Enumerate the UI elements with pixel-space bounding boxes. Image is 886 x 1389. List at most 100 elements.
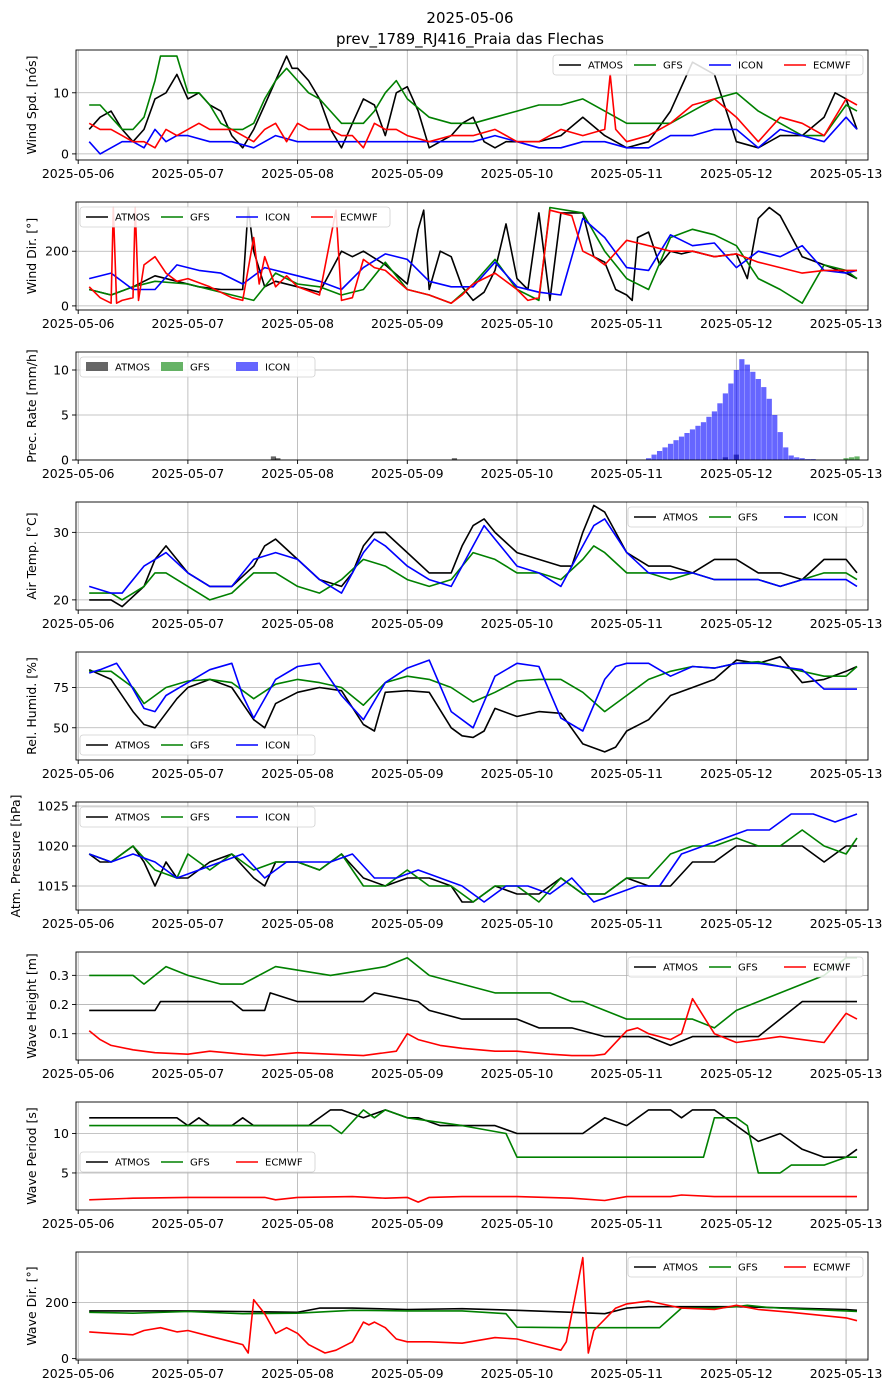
plot-area (88, 504, 858, 608)
legend: ATMOS GFS ICON ECMWF (79, 206, 391, 228)
bar-icon (750, 371, 756, 460)
bar-atmos (275, 458, 281, 460)
bar-gfs (854, 456, 860, 460)
y-axis-label: Rel. Humid. [%] (24, 657, 39, 755)
series-line-ecmwf (88, 206, 857, 305)
y-tick-label: 0 (61, 453, 69, 468)
legend-label-gfs: GFS (738, 1263, 758, 1274)
y-tick-label: 0 (61, 1351, 69, 1366)
bar-icon (733, 370, 739, 460)
legend-label-atmos: ATMOS (115, 741, 150, 752)
series-line-ecmwf (88, 997, 858, 1057)
x-tick-label: 2025-05-11 (590, 316, 663, 331)
x-tick-label: 2025-05-06 (42, 916, 115, 931)
series-line-atmos (88, 55, 858, 149)
x-tick-label: 2025-05-13 (810, 616, 883, 631)
x-tick-label: 2025-05-08 (261, 466, 334, 481)
legend-label-ecmwf: ECMWF (265, 1158, 303, 1169)
y-tick-label: 5 (61, 1165, 69, 1180)
x-tick-label: 2025-05-13 (810, 1366, 883, 1381)
y-tick-label: 0.3 (49, 968, 69, 983)
chart-panel-3: 2025-05-06 2025-05-07 2025-05-08 2025-05-09… (24, 349, 882, 481)
legend-box (79, 206, 391, 228)
x-tick-label: 2025-05-11 (590, 466, 663, 481)
bar-icon (783, 447, 789, 460)
chart-panel-9: 2025-05-06 2025-05-07 2025-05-08 2025-05-09… (24, 1251, 883, 1381)
plot-area (88, 813, 858, 903)
bar-atmos (270, 456, 277, 460)
bar-icon (711, 411, 718, 460)
bar-icon (766, 398, 772, 460)
x-tick-label: 2025-05-07 (152, 1366, 225, 1381)
bar-icon (794, 457, 800, 460)
axes-frame (75, 951, 869, 1061)
series-line-icon (88, 659, 857, 732)
y-tick-label: 0 (61, 298, 69, 313)
x-tick-label: 2025-05-07 (152, 1216, 225, 1231)
x-tick-label: 2025-05-06 (42, 1216, 115, 1231)
series-line-icon (88, 518, 858, 594)
legend-label-icon: ICON (265, 813, 290, 824)
x-tick-label: 2025-05-13 (810, 1216, 883, 1231)
bar-icon (772, 415, 778, 460)
x-tick-label: 2025-05-09 (371, 1066, 444, 1081)
bar-icon (700, 422, 707, 460)
legend-label-icon: ICON (813, 513, 838, 524)
plot-area (88, 55, 858, 155)
x-tick-label: 2025-05-07 (152, 316, 225, 331)
legend-label-icon: ICON (265, 741, 290, 752)
y-axis-label: Wave Dir. [°] (24, 1266, 39, 1345)
y-axis-label: Wave Height [m] (24, 953, 39, 1059)
x-tick-label: 2025-05-11 (590, 1216, 663, 1231)
legend-box (79, 1151, 316, 1173)
axes-frame (75, 801, 869, 911)
legend-label-atmos: ATMOS (663, 1263, 698, 1274)
plot-area (89, 1256, 858, 1354)
y-tick-label: 30 (53, 525, 69, 540)
y-tick-label: 1015 (37, 879, 69, 894)
x-tick-label: 2025-05-12 (700, 316, 773, 331)
legend: ATMOS GFS ECMWF (627, 1256, 864, 1278)
x-tick-label: 2025-05-08 (261, 1066, 334, 1081)
legend-label-gfs: GFS (190, 813, 210, 824)
legend: ATMOS GFS ICON (79, 806, 316, 828)
bar-icon (810, 459, 816, 460)
x-tick-label: 2025-05-07 (152, 166, 225, 181)
legend: ATMOS GFS ICON (79, 356, 316, 378)
y-tick-label: 75 (53, 680, 69, 695)
legend: ATMOS GFS ICON ECMWF (552, 54, 864, 76)
axes-frame (75, 1101, 869, 1211)
legend-label-gfs: GFS (738, 513, 758, 524)
series-line-ecmwf (89, 1194, 857, 1203)
axes-frame (75, 49, 869, 161)
y-tick-label: 10 (53, 85, 69, 100)
y-tick-label: 200 (45, 244, 69, 259)
x-tick-label: 2025-05-12 (700, 1216, 773, 1231)
legend-label-icon: ICON (738, 61, 763, 72)
chart-panels: 2025-05-06 2025-05-07 2025-05-08 2025-05-09… (8, 49, 883, 1381)
y-axis-label: Air Temp. [°C] (24, 512, 39, 599)
x-tick-label: 2025-05-10 (481, 466, 554, 481)
legend: ATMOS GFS ICON (627, 506, 864, 528)
series-line-gfs (89, 1304, 858, 1329)
bar-icon (695, 425, 701, 460)
x-tick-label: 2025-05-13 (810, 1066, 883, 1081)
x-tick-label: 2025-05-09 (371, 1216, 444, 1231)
legend-label-atmos: ATMOS (115, 1158, 150, 1169)
chart-panel-8: 2025-05-06 2025-05-07 2025-05-08 2025-05-09… (24, 1101, 883, 1231)
legend-label-ecmwf: ECMWF (813, 1263, 851, 1274)
bar-icon (755, 379, 761, 460)
series-line-gfs (89, 206, 858, 305)
x-tick-label: 2025-05-09 (371, 616, 444, 631)
legend-label-icon: ICON (265, 213, 290, 224)
figure-title-station: prev_1789_RJ416_Praia das Flechas (336, 30, 604, 49)
x-tick-label: 2025-05-10 (481, 916, 554, 931)
chart-panel-6: 2025-05-06 2025-05-07 2025-05-08 2025-05-09… (8, 794, 882, 931)
x-tick-label: 2025-05-08 (261, 1216, 334, 1231)
x-tick-label: 2025-05-06 (42, 766, 115, 781)
y-axis-label: Prec. Rate [mm/h] (24, 349, 39, 463)
x-tick-label: 2025-05-09 (371, 466, 444, 481)
x-tick-label: 2025-05-13 (810, 166, 883, 181)
y-tick-label: 0.2 (49, 997, 69, 1012)
series-line-atmos (89, 992, 857, 1047)
